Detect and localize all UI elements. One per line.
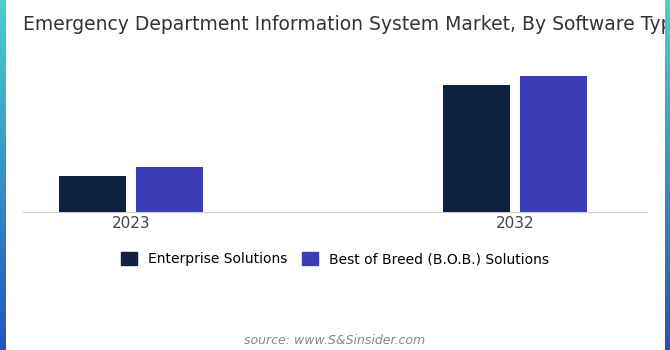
- Bar: [136, 167, 203, 211]
- Bar: [443, 85, 510, 211]
- Legend: Enterprise Solutions, Best of Breed (B.O.B.) Solutions: Enterprise Solutions, Best of Breed (B.O…: [121, 252, 549, 266]
- Text: source: www.S&Sinsider.com: source: www.S&Sinsider.com: [245, 334, 425, 346]
- Text: Emergency Department Information System Market, By Software Type: Emergency Department Information System …: [23, 15, 670, 34]
- Bar: [59, 175, 126, 211]
- Bar: [520, 76, 587, 211]
